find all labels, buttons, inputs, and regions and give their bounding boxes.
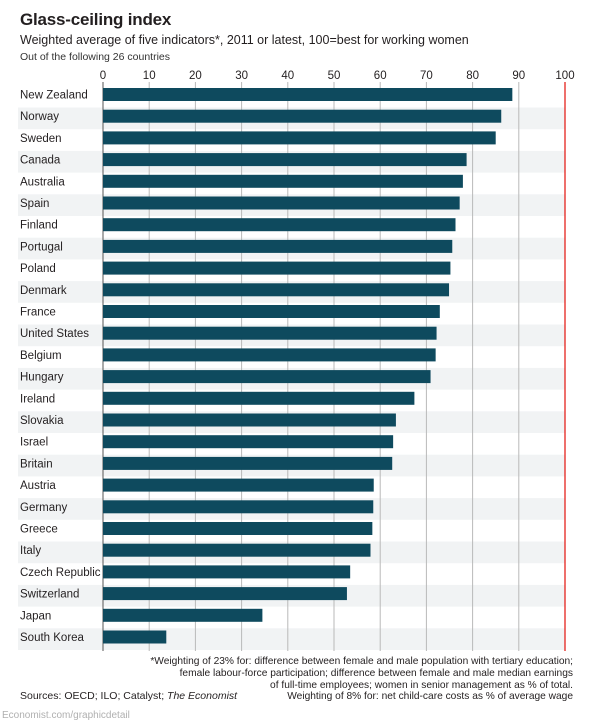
- category-label: Australia: [20, 176, 65, 188]
- bar: [103, 283, 450, 297]
- bar: [103, 565, 351, 579]
- bar: [103, 153, 467, 167]
- chart-subtitle: Weighted average of five indicators*, 20…: [20, 33, 469, 47]
- bar: [103, 348, 436, 362]
- bar: [103, 305, 440, 318]
- x-tick-label: 100: [555, 70, 574, 82]
- bar: [103, 478, 374, 492]
- sources-text: Sources: OECD; ILO; Catalyst;: [20, 690, 168, 702]
- bar: [103, 391, 415, 405]
- x-tick-label: 80: [466, 70, 479, 82]
- category-label: Poland: [20, 263, 56, 275]
- bar: [103, 435, 394, 449]
- footnote-line: Weighting of 8% for: net child-care cost…: [287, 691, 573, 703]
- category-label: Germany: [20, 502, 68, 514]
- bar: [103, 239, 453, 253]
- category-label: South Korea: [20, 632, 85, 644]
- chart-note: Out of the following 26 countries: [20, 51, 171, 63]
- bar: [103, 261, 451, 275]
- bar: [103, 370, 431, 384]
- category-label: Slovakia: [20, 415, 64, 427]
- footnote-line: of full-time employees; women in senior …: [270, 679, 573, 691]
- category-label: Britain: [20, 458, 53, 470]
- category-label: Japan: [20, 610, 51, 622]
- category-label: Norway: [20, 111, 59, 123]
- category-label: New Zealand: [20, 90, 88, 102]
- bar: [103, 587, 347, 601]
- category-label: Denmark: [20, 285, 67, 297]
- x-tick-label: 0: [100, 70, 106, 82]
- category-label: Italy: [20, 545, 41, 557]
- category-label: Canada: [20, 155, 61, 167]
- site-url: Economist.com/graphicdetail: [2, 710, 130, 721]
- category-label: Belgium: [20, 350, 62, 362]
- category-label: Switzerland: [20, 589, 79, 601]
- category-label: Sweden: [20, 133, 62, 145]
- bar: [103, 522, 373, 535]
- footnote-line: female labour-force participation; diffe…: [179, 667, 573, 679]
- category-label: Hungary: [20, 372, 64, 384]
- bar: [103, 174, 463, 188]
- bar: [103, 196, 460, 210]
- category-label: Portugal: [20, 241, 63, 253]
- footnote-line: *Weighting of 23% for: difference betwee…: [150, 656, 573, 667]
- x-tick-label: 70: [420, 70, 433, 82]
- x-tick-label: 30: [235, 70, 248, 82]
- bar: [103, 413, 396, 427]
- sources-publication: The Economist: [167, 690, 238, 702]
- x-tick-label: 90: [512, 70, 525, 82]
- x-tick-label: 60: [374, 70, 387, 82]
- category-label: Czech Republic: [20, 567, 101, 579]
- bar: [103, 88, 513, 101]
- bar: [103, 109, 502, 123]
- bar: [103, 456, 393, 470]
- footnote: *Weighting of 23% for: difference betwee…: [133, 656, 573, 703]
- category-label: Ireland: [20, 393, 55, 405]
- x-tick-label: 40: [281, 70, 294, 82]
- bar: [103, 543, 371, 557]
- bar: [103, 131, 496, 145]
- x-tick-label: 20: [189, 70, 202, 82]
- x-tick-label: 10: [143, 70, 156, 82]
- category-label: Austria: [20, 480, 56, 492]
- category-label: Greece: [20, 524, 58, 536]
- bar: [103, 326, 437, 340]
- category-label: France: [20, 307, 56, 319]
- chart-title: Glass-ceiling index: [20, 10, 172, 29]
- bar: [103, 218, 456, 232]
- sources: Sources: OECD; ILO; Catalyst; The Econom…: [20, 690, 237, 702]
- category-label: Finland: [20, 220, 58, 232]
- row-shading: [18, 628, 565, 650]
- bar: [103, 608, 263, 622]
- bar: [103, 630, 167, 644]
- category-label: United States: [20, 328, 89, 340]
- category-label: Israel: [20, 437, 48, 449]
- category-label: Spain: [20, 198, 49, 210]
- x-tick-label: 50: [328, 70, 341, 82]
- bar: [103, 500, 374, 514]
